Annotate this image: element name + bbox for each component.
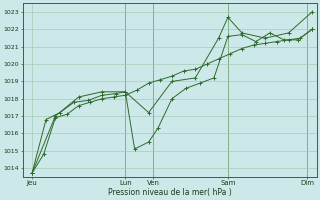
- X-axis label: Pression niveau de la mer( hPa ): Pression niveau de la mer( hPa ): [108, 188, 231, 197]
